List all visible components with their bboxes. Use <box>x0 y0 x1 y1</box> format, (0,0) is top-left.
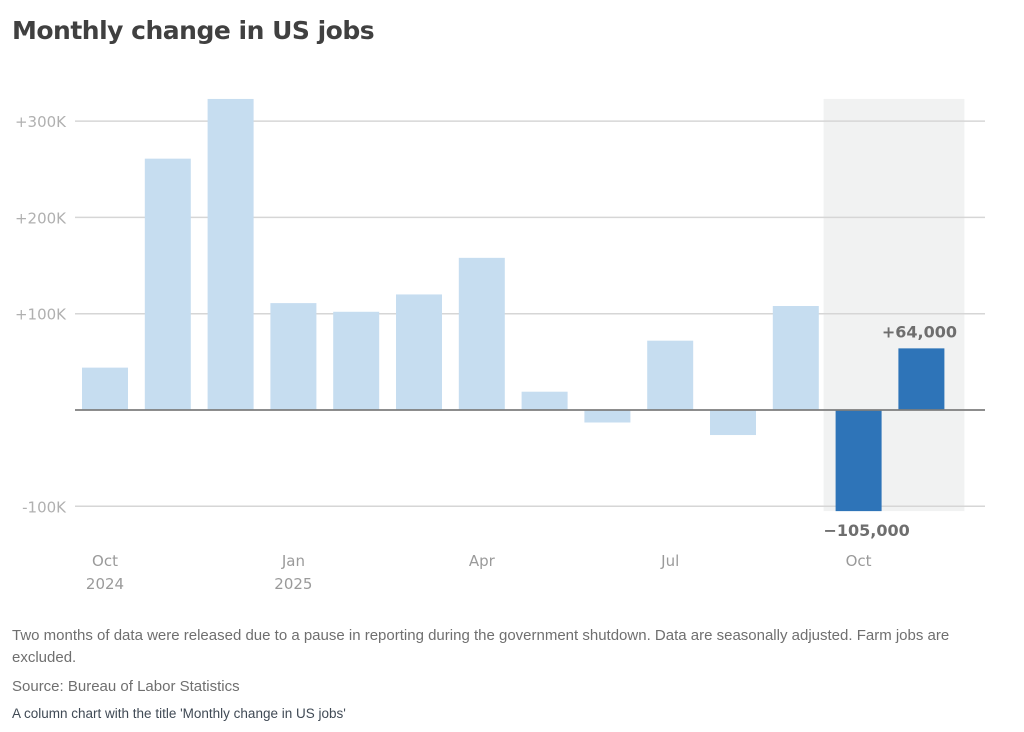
chart-alt-text: A column chart with the title 'Monthly c… <box>12 706 346 721</box>
x-tick-label: Jul <box>660 552 679 570</box>
bar-nov-2025 <box>898 348 945 410</box>
x-tick-year-label: 2025 <box>274 575 312 593</box>
x-tick-year-label: 2024 <box>86 575 124 593</box>
chart-source: Source: Bureau of Labor Statistics <box>12 678 240 695</box>
bar-feb-2025 <box>333 311 380 410</box>
data-labels-layer: −105,000 +64,000 <box>823 322 957 540</box>
bar-jul-2025 <box>647 340 694 410</box>
data-label: −105,000 <box>823 521 909 540</box>
x-tick-label: Jan <box>281 552 305 570</box>
y-tick-label: +200K <box>15 209 67 227</box>
y-tick-label: +100K <box>15 306 67 324</box>
bar-aug-2025 <box>710 410 756 436</box>
chart-note: Two months of data were released due to … <box>12 627 950 666</box>
x-tick-label: Apr <box>469 552 496 570</box>
bar-oct-2024 <box>82 367 128 410</box>
x-tick-label: Oct <box>92 552 118 570</box>
bar-may-2025 <box>521 391 568 410</box>
chart-title: Monthly change in US jobs <box>12 16 375 45</box>
x-tick-label: Oct <box>846 552 872 570</box>
column-chart: +300K +200K +100K -100K Oct 2024 Jan 2025 Apr Ju… <box>15 98 985 593</box>
data-label: +64,000 <box>882 322 957 341</box>
bars-layer <box>82 98 945 512</box>
y-axis-labels: +300K +200K +100K -100K <box>15 113 67 516</box>
y-tick-label: +300K <box>15 113 67 131</box>
x-axis-labels: Oct 2024 Jan 2025 Apr Jul Oct <box>86 552 872 593</box>
bar-jun-2025 <box>584 410 631 423</box>
bar-oct-2025 <box>835 410 882 512</box>
bar-apr-2025 <box>458 257 505 410</box>
bar-mar-2025 <box>396 294 442 410</box>
bar-dec-2024 <box>207 98 254 411</box>
bar-sep-2025 <box>772 305 819 410</box>
bar-nov-2024 <box>144 158 191 410</box>
bar-jan-2025 <box>270 303 317 410</box>
y-tick-label: -100K <box>22 498 67 516</box>
